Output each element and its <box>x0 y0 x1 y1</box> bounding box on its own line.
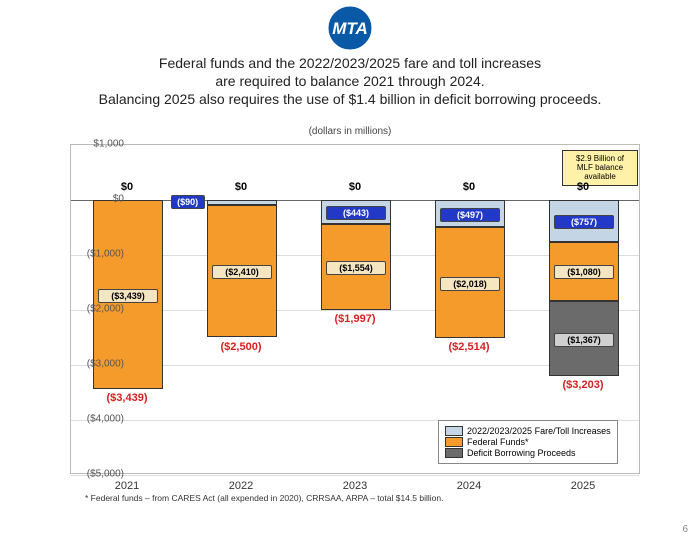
y-axis-label: ($1,000) <box>54 249 124 260</box>
chart-legend: 2022/2023/2025 Fare/Toll Increases Feder… <box>438 420 618 464</box>
legend-label-deficit: Deficit Borrowing Proceeds <box>467 448 576 458</box>
bar-top-zero-label: $0 <box>463 181 475 193</box>
bar-total-label: ($3,439) <box>107 392 148 404</box>
legend-label-fare-toll: 2022/2023/2025 Fare/Toll Increases <box>467 426 611 436</box>
bar-top-zero-label: $0 <box>349 181 361 193</box>
page-number: 6 <box>682 524 688 535</box>
bar-value-label-fare_toll: ($90) <box>171 195 205 209</box>
bar-top-zero-label: $0 <box>235 181 247 193</box>
bar-value-label-federal: ($3,439) <box>98 289 159 303</box>
bar-segment-fare_toll: ($443) <box>321 200 392 224</box>
bar-segment-federal: ($2,018) <box>435 227 506 338</box>
logo-text: MTA <box>332 19 368 38</box>
gridline <box>71 475 639 476</box>
bar-top-zero-label: $0 <box>121 181 133 193</box>
chart-title: Federal funds and the 2022/2023/2025 far… <box>0 54 700 109</box>
legend-swatch-deficit <box>445 448 463 458</box>
bar-segment-federal: ($2,410) <box>207 205 278 338</box>
bar-value-label-federal: ($2,018) <box>440 277 501 291</box>
chart-subtitle: (dollars in millions) <box>0 126 700 137</box>
bar-total-label: ($2,500) <box>221 341 262 353</box>
bar-value-label-fare_toll: ($757) <box>554 215 615 229</box>
x-axis-label: 2023 <box>343 480 367 492</box>
legend-swatch-federal <box>445 437 463 447</box>
legend-row-deficit: Deficit Borrowing Proceeds <box>445 448 611 458</box>
bar-segment-federal: ($1,554) <box>321 224 392 309</box>
title-line-2: are required to balance 2021 through 202… <box>215 73 484 89</box>
title-line-1: Federal funds and the 2022/2023/2025 far… <box>159 55 541 71</box>
bar-segment-federal: ($1,080) <box>549 242 620 301</box>
bar-value-label-federal: ($1,080) <box>554 265 615 279</box>
bar-value-label-fare_toll: ($443) <box>326 206 387 220</box>
x-axis-label: 2025 <box>571 480 595 492</box>
y-axis-label: ($5,000) <box>54 469 124 480</box>
y-axis-label: ($4,000) <box>54 414 124 425</box>
bar-top-zero-label: $0 <box>577 181 589 193</box>
bar-segment-fare_toll: ($757) <box>549 200 620 242</box>
x-axis-label: 2021 <box>115 480 139 492</box>
bar-segment-deficit: ($1,367) <box>549 301 620 376</box>
bar-total-label: ($3,203) <box>563 379 604 391</box>
bar-value-label-federal: ($2,410) <box>212 265 273 279</box>
y-axis-label: ($3,000) <box>54 359 124 370</box>
legend-row-federal: Federal Funds* <box>445 437 611 447</box>
bar-total-label: ($1,997) <box>335 313 376 325</box>
legend-row-fare-toll: 2022/2023/2025 Fare/Toll Increases <box>445 426 611 436</box>
x-axis-label: 2022 <box>229 480 253 492</box>
legend-label-federal: Federal Funds* <box>467 437 529 447</box>
bar-total-label: ($2,514) <box>449 341 490 353</box>
bar-value-label-fare_toll: ($497) <box>440 208 501 222</box>
bar-value-label-federal: ($1,554) <box>326 261 387 275</box>
title-line-3: Balancing 2025 also requires the use of … <box>99 91 602 107</box>
mlf-balance-note: $2.9 Billion of MLF balance available <box>562 150 638 186</box>
bar-segment-fare_toll: ($497) <box>435 200 506 227</box>
mta-logo: MTA <box>328 6 372 50</box>
legend-swatch-fare-toll <box>445 426 463 436</box>
chart-footnote: * Federal funds – from CARES Act (all ex… <box>85 493 443 503</box>
x-axis-label: 2024 <box>457 480 481 492</box>
y-axis-label: $0 <box>54 194 124 205</box>
y-axis-label: $1,000 <box>54 139 124 150</box>
bar-value-label-deficit: ($1,367) <box>554 333 615 347</box>
y-axis-label: ($2,000) <box>54 304 124 315</box>
